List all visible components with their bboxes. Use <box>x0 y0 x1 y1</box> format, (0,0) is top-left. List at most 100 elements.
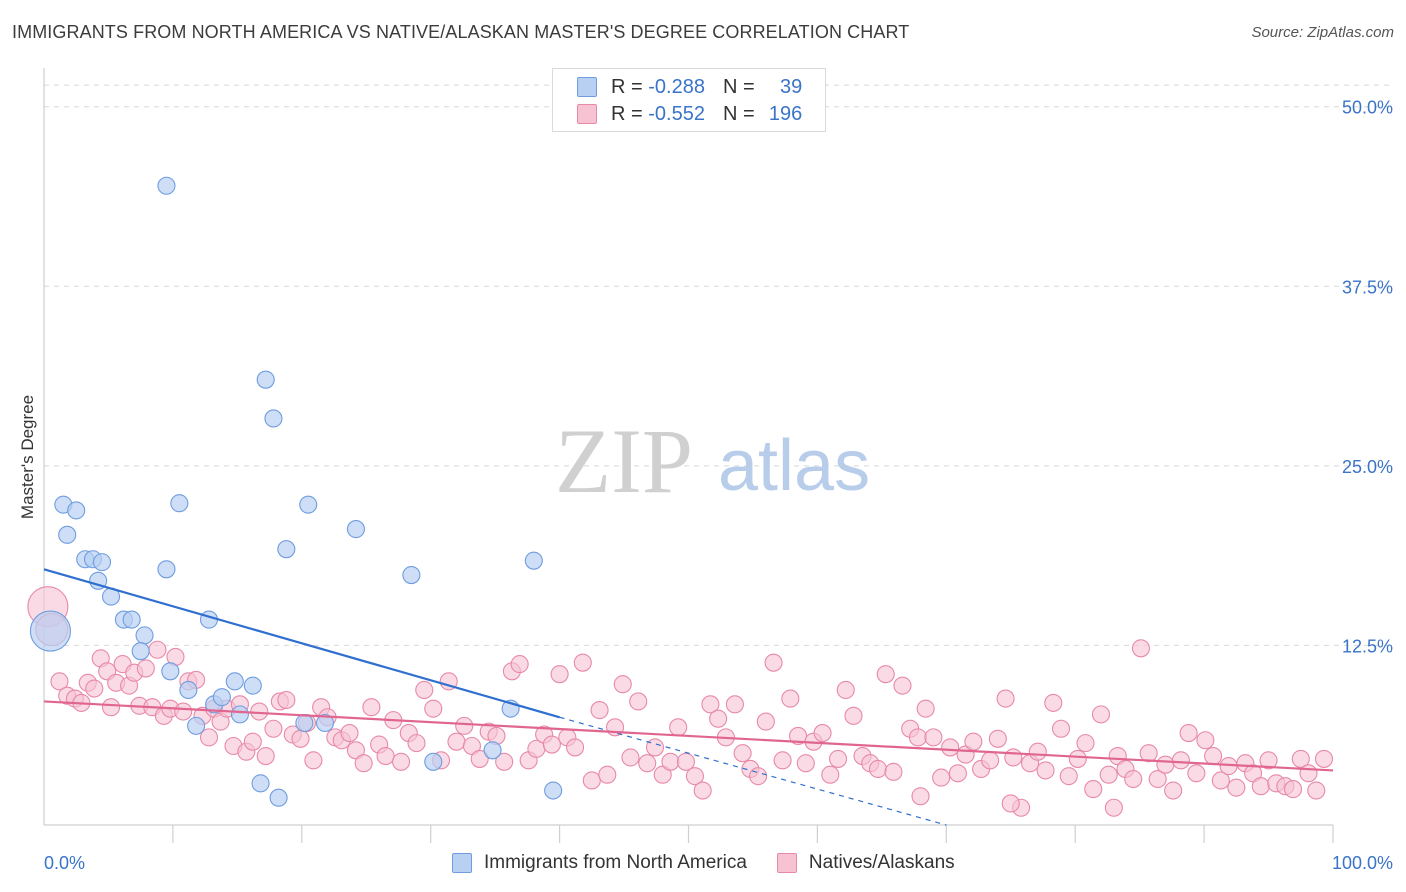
immigrant-point <box>225 672 244 691</box>
legend-n-label: N = <box>722 75 755 98</box>
native-point <box>781 689 800 708</box>
native-point <box>876 665 895 684</box>
native-point <box>645 738 665 757</box>
legend-swatch-blue <box>577 77 597 97</box>
legend-r-value: -0.288 <box>648 75 705 98</box>
immigrant-point <box>424 752 443 771</box>
immigrant-point <box>29 610 71 652</box>
native-point <box>661 752 680 771</box>
native-point <box>908 728 927 747</box>
native-point <box>821 765 840 784</box>
immigrant-point <box>170 494 189 513</box>
axes <box>43 68 1334 843</box>
immigrant-point <box>346 520 365 539</box>
y-tick-label: 25.0% <box>1342 457 1393 477</box>
native-point <box>764 653 783 672</box>
native-point <box>916 699 935 718</box>
immigrants-points <box>29 176 563 807</box>
native-point <box>893 676 912 695</box>
native-point <box>1314 749 1334 768</box>
legend-swatch-blue <box>452 853 472 873</box>
watermark: ZIP atlas <box>555 410 870 512</box>
native-point <box>1148 769 1167 789</box>
legend-row-immigrants: R = -0.288 N = 39 <box>577 74 802 100</box>
native-point <box>924 728 943 747</box>
native-point <box>1001 794 1020 813</box>
immigrant-point <box>295 713 314 733</box>
native-point <box>709 709 728 728</box>
series-legend: Immigrants from North America Natives/Al… <box>452 852 985 874</box>
native-point <box>277 690 296 710</box>
immigrant-point <box>67 501 86 520</box>
native-point <box>756 712 775 731</box>
native-point <box>621 748 640 767</box>
immigrant-point <box>122 610 141 629</box>
native-point <box>50 672 69 691</box>
native-point <box>415 680 434 700</box>
native-point <box>911 787 930 806</box>
native-point <box>136 659 155 678</box>
native-point <box>1059 767 1078 786</box>
immigrant-point <box>157 560 176 579</box>
native-point <box>264 719 283 738</box>
native-point <box>1051 719 1071 738</box>
native-point <box>1211 771 1230 790</box>
native-point <box>598 765 617 784</box>
legend-n-value: 39 <box>779 75 803 98</box>
native-point <box>447 732 466 751</box>
y-tick-label: 12.5% <box>1342 636 1393 656</box>
legend-item-natives[interactable]: Natives/Alaskans <box>776 852 955 874</box>
native-point <box>836 680 855 700</box>
immigrant-point <box>179 680 198 700</box>
native-point <box>1196 731 1215 750</box>
legend-item-immigrants[interactable]: Immigrants from North America <box>452 852 747 874</box>
native-point <box>1187 764 1206 783</box>
native-point <box>573 653 592 672</box>
native-point <box>340 724 359 743</box>
native-point <box>1084 780 1103 799</box>
native-point <box>996 689 1015 708</box>
watermark-zip: ZIP <box>555 410 693 512</box>
native-point <box>510 655 529 674</box>
native-point <box>1124 769 1143 789</box>
immigrant-point <box>402 565 421 585</box>
legend-n-value: 196 <box>768 102 803 125</box>
immigrant-point <box>58 525 77 544</box>
native-point <box>85 679 104 698</box>
native-point <box>243 732 262 751</box>
native-point <box>470 749 489 768</box>
native-point <box>1091 705 1111 724</box>
immigrant-point <box>187 716 206 735</box>
native-point <box>1251 777 1270 796</box>
native-point <box>701 695 720 714</box>
native-point <box>964 732 983 751</box>
immigrant-point <box>131 642 150 661</box>
native-point <box>1171 751 1190 770</box>
native-point <box>1307 781 1326 800</box>
legend-r-label: R = <box>611 102 643 125</box>
trend-lines <box>43 568 1334 826</box>
chart-title: IMMIGRANTS FROM NORTH AMERICA VS NATIVE/… <box>12 22 910 42</box>
native-point <box>828 749 848 768</box>
immigrant-point <box>92 553 112 572</box>
immigrant-point <box>269 788 288 807</box>
immigrants-trend-line <box>43 568 560 719</box>
native-point <box>1076 734 1095 753</box>
legend-n-label: N = <box>722 102 755 125</box>
legend-label-natives: Natives/Alaskans <box>808 852 955 873</box>
grid-lines <box>44 84 1393 646</box>
legend-row-natives: R = -0.552 N = 196 <box>577 101 802 127</box>
watermark-atlas: atlas <box>718 426 870 506</box>
native-point <box>291 729 310 748</box>
legend-r-label: R = <box>611 75 643 98</box>
immigrant-point <box>212 688 231 707</box>
native-point <box>1099 765 1118 784</box>
native-point <box>590 701 609 720</box>
native-point <box>948 764 967 783</box>
immigrant-point <box>199 610 219 629</box>
native-point <box>685 767 704 786</box>
immigrant-point <box>277 540 296 559</box>
source-label: Source: ZipAtlas.com <box>1251 24 1394 41</box>
native-point <box>1259 751 1278 770</box>
native-point <box>148 640 167 659</box>
